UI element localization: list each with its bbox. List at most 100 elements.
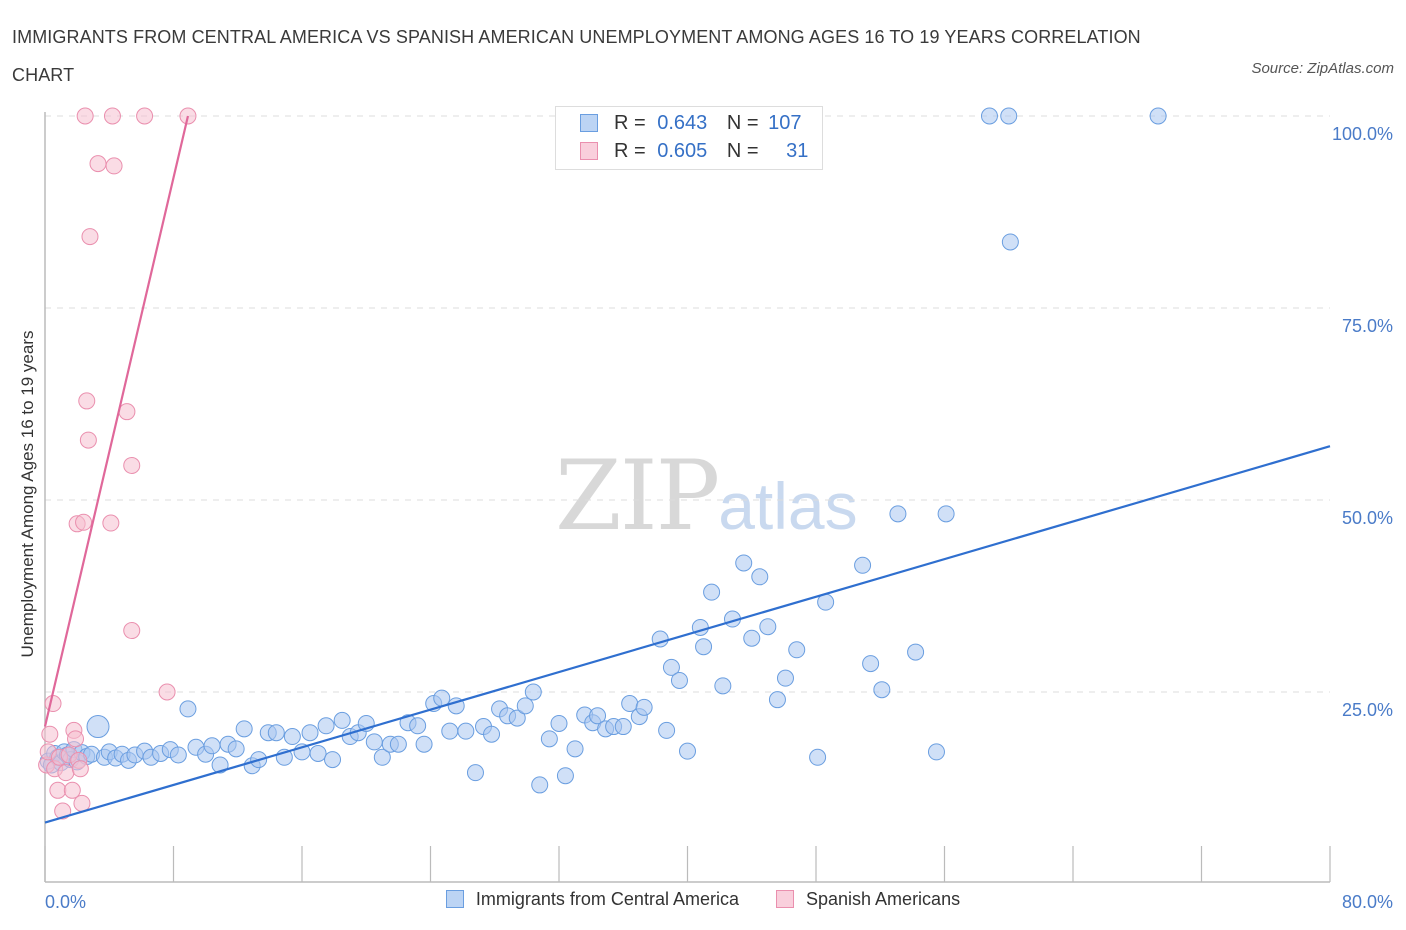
data-point-central-america: [614, 718, 632, 736]
data-point-central-america: [211, 756, 229, 774]
data-point-central-america: [862, 655, 880, 673]
data-point-central-america: [317, 717, 335, 735]
legend-n-label: N =: [726, 112, 759, 134]
data-point-central-america: [324, 751, 342, 769]
axes: [44, 112, 1331, 883]
data-point-central-america: [670, 671, 688, 689]
data-point-spanish-americans: [136, 107, 154, 125]
legend-swatch-pink: [776, 890, 794, 908]
data-point-central-america: [409, 717, 427, 735]
data-point-central-america: [235, 720, 253, 738]
data-point-central-america: [267, 724, 285, 742]
data-point-spanish-americans: [79, 431, 97, 449]
data-point-central-america: [679, 742, 696, 760]
data-point-spanish-americans: [41, 725, 59, 743]
data-point-spanish-americans: [89, 155, 107, 173]
data-point-central-america: [759, 618, 777, 636]
data-point-central-america: [169, 746, 187, 764]
legend-label: Spanish Americans: [806, 889, 961, 909]
data-point-spanish-americans: [118, 403, 136, 421]
legend-swatch-blue: [580, 114, 598, 132]
data-point-spanish-americans: [78, 392, 96, 410]
y-tick-label: 75.0%: [1342, 316, 1393, 336]
legend-row-spanish-americans: R = 0.605 N = 31: [580, 140, 808, 168]
data-point-central-america: [457, 722, 475, 740]
data-point-central-america: [540, 730, 558, 748]
data-point-central-america: [301, 724, 319, 742]
correlation-legend: R = 0.643 N = 107 R = 0.605 N = 31: [555, 106, 823, 170]
legend-n-value: 31: [786, 140, 809, 162]
data-point-central-america: [703, 583, 721, 601]
data-point-central-america: [776, 669, 794, 687]
data-point-spanish-americans: [75, 513, 93, 531]
data-point-central-america: [658, 721, 676, 739]
data-point-central-america: [854, 556, 872, 574]
data-point-central-america: [483, 725, 501, 743]
legend-item-spanish-americans[interactable]: Spanish Americans: [776, 889, 960, 910]
data-point-central-america: [927, 743, 945, 761]
data-point-spanish-americans: [54, 802, 72, 820]
legend-r-label: R =: [614, 112, 646, 134]
data-point-central-america: [714, 677, 732, 695]
data-point-central-america: [283, 728, 301, 746]
data-point-central-america: [441, 722, 459, 740]
source-label: Source: ZipAtlas.com: [1251, 60, 1394, 77]
data-point-central-america: [415, 735, 433, 753]
tick-labels: 25.0% 50.0% 75.0% 100.0% 0.0% 80.0%: [45, 124, 1393, 912]
data-point-spanish-americans: [103, 107, 121, 125]
data-point-central-america: [635, 698, 653, 716]
legend-swatch-pink: [580, 142, 598, 160]
data-point-central-america: [788, 641, 806, 659]
data-point-spanish-americans: [102, 514, 120, 532]
data-point-central-america: [86, 715, 110, 739]
data-point-spanish-americans: [81, 228, 99, 246]
series-spanish-americans-points: [38, 107, 197, 820]
data-point-central-america: [735, 554, 753, 572]
legend-r-label: R =: [614, 140, 646, 162]
data-point-central-america: [389, 735, 407, 753]
data-point-central-america: [662, 658, 680, 676]
data-point-central-america: [179, 700, 197, 718]
data-point-spanish-americans: [105, 157, 123, 175]
legend-n-label: N =: [726, 140, 759, 162]
y-tick-label: 100.0%: [1332, 124, 1393, 144]
data-point-spanish-americans: [67, 730, 85, 748]
watermark: ZIPatlas: [555, 440, 858, 552]
y-tick-label: 50.0%: [1342, 508, 1393, 528]
data-point-central-america: [937, 505, 955, 523]
data-point-central-america: [873, 681, 891, 699]
legend-item-central-america[interactable]: Immigrants from Central America: [445, 889, 739, 910]
trend-lines: [43, 115, 1331, 824]
data-point-central-america: [203, 737, 221, 755]
series-central-america-points: [39, 107, 1167, 794]
data-point-central-america: [531, 776, 549, 794]
data-point-spanish-americans: [158, 683, 176, 701]
data-point-central-america: [768, 691, 786, 709]
data-point-central-america: [333, 711, 351, 729]
series-legend: Immigrants from Central America Spanish …: [0, 889, 1406, 910]
data-point-central-america: [227, 740, 245, 758]
chart-title: IMMIGRANTS FROM CENTRAL AMERICA VS SPANI…: [12, 27, 1141, 85]
data-point-central-america: [907, 643, 925, 661]
data-point-central-america: [1000, 107, 1018, 125]
data-point-spanish-americans: [44, 695, 62, 713]
data-point-central-america: [373, 748, 391, 766]
data-point-spanish-americans: [63, 781, 81, 799]
data-point-spanish-americans: [76, 107, 94, 125]
data-point-spanish-americans: [123, 456, 141, 474]
data-point-central-america: [589, 707, 607, 725]
data-point-central-america: [980, 107, 998, 125]
data-point-central-america: [695, 638, 713, 656]
data-point-central-america: [1149, 107, 1167, 125]
y-tick-label: 25.0%: [1342, 700, 1393, 720]
data-point-central-america: [550, 714, 568, 732]
x-tick-label: 0.0%: [45, 892, 86, 912]
data-point-spanish-americans: [123, 622, 141, 640]
trend-line-central-america: [44, 445, 1331, 824]
data-point-central-america: [516, 697, 534, 715]
legend-row-central-america: R = 0.643 N = 107: [580, 112, 802, 140]
data-point-central-america: [809, 748, 827, 766]
data-point-spanish-americans: [57, 764, 75, 782]
legend-r-value: 0.643: [657, 112, 708, 134]
